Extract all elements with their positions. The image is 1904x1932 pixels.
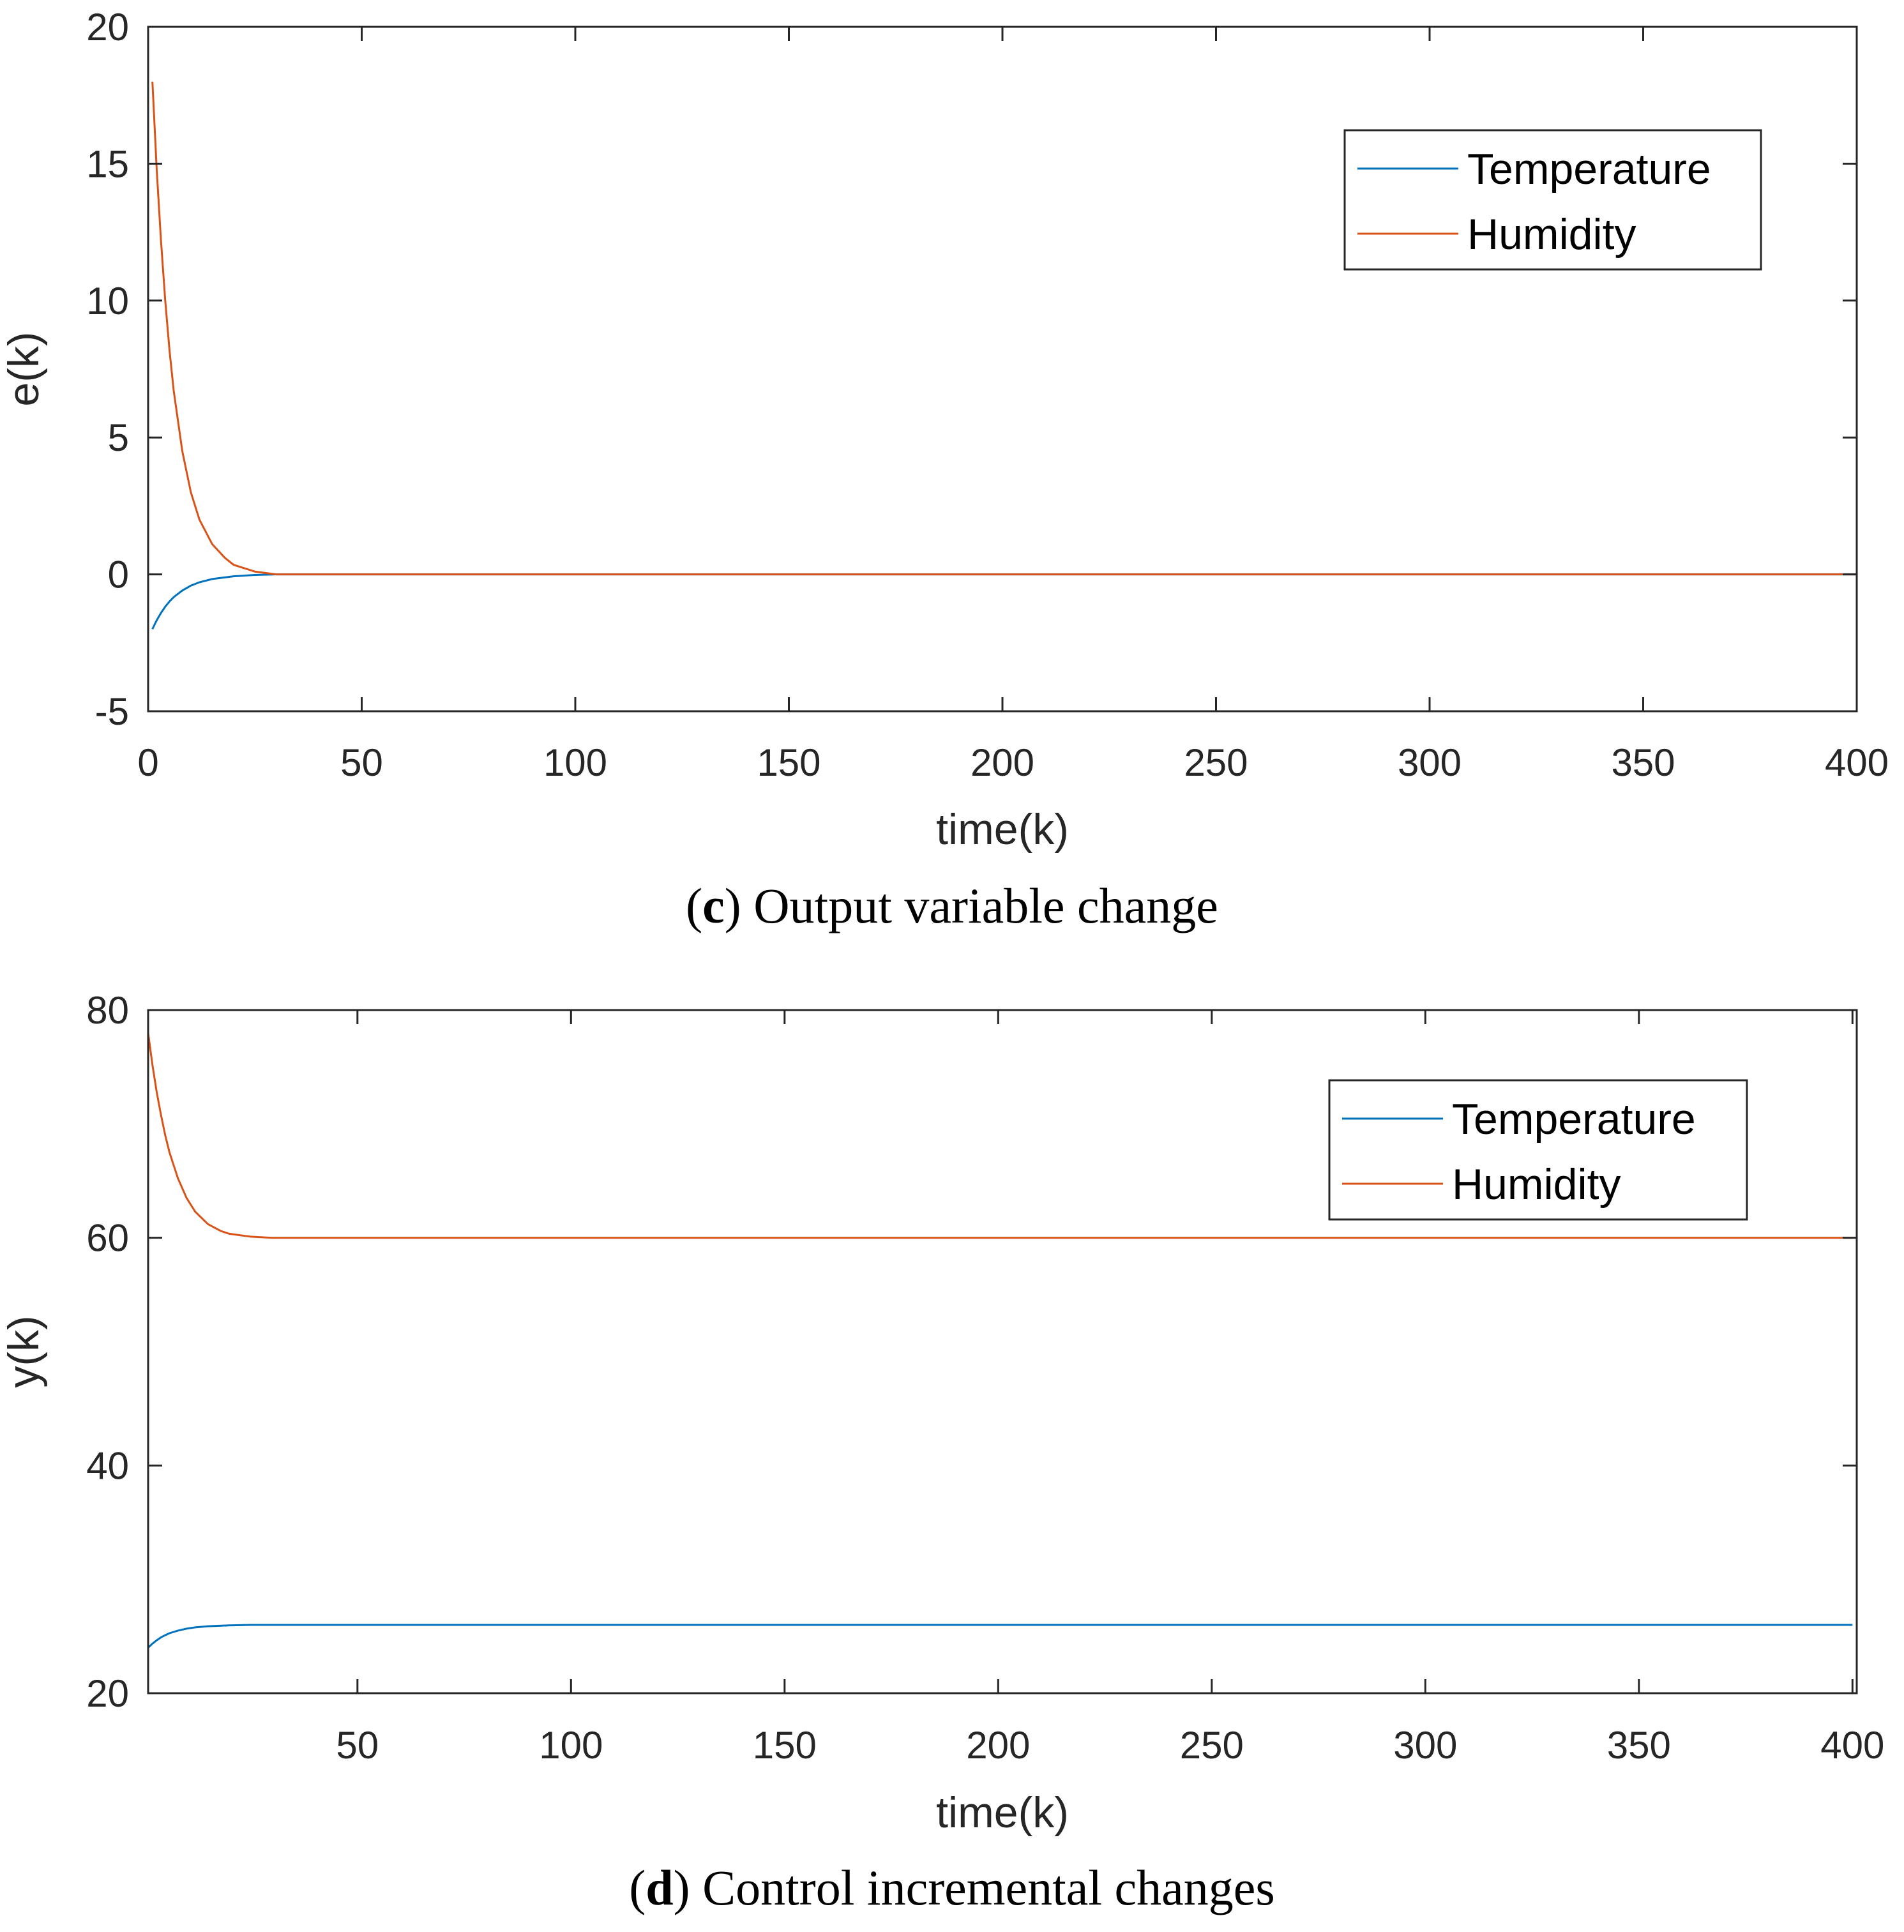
- legend-label-temperature: Temperature: [1467, 145, 1711, 193]
- y-tick-label: 40: [86, 1444, 129, 1487]
- legend: Temperature Humidity: [1328, 1079, 1748, 1221]
- plot-area: [148, 1032, 1853, 1649]
- x-tick-label: 50: [340, 741, 383, 784]
- series-line-temperature: [151, 573, 1857, 630]
- x-tick-label: 100: [539, 1724, 603, 1767]
- x-tick-label: 400: [1820, 1724, 1884, 1767]
- series-line-humidity: [151, 81, 1857, 576]
- legend-label-temperature: Temperature: [1452, 1095, 1696, 1143]
- x-tick-label: 250: [1180, 1724, 1244, 1767]
- y-tick-label: 15: [86, 142, 129, 185]
- x-tick-label: 100: [543, 741, 607, 784]
- y-tick-label: -5: [95, 690, 129, 733]
- y-tick-label: 0: [108, 554, 129, 596]
- x-tick-label: 300: [1398, 741, 1462, 784]
- y-tick-label: 80: [86, 989, 129, 1032]
- axes-box: [147, 1009, 1858, 1694]
- chart-control-incremental-changes: 50 100 150 200 250 300 350 400 20 40 60 80 time(k) y(…: [0, 989, 1884, 1837]
- caption-text: Output variable change: [753, 878, 1218, 933]
- caption-text: Control incremental changes: [702, 1860, 1275, 1915]
- x-axis-label: time(k): [936, 805, 1069, 854]
- x-tick-label: 400: [1825, 741, 1889, 784]
- legend-label-humidity: Humidity: [1452, 1160, 1621, 1209]
- y-tick-label: 20: [86, 6, 129, 49]
- y-tick-label: 20: [86, 1672, 129, 1715]
- series-line-humidity: [148, 1032, 1853, 1239]
- legend: Temperature Humidity: [1343, 129, 1762, 271]
- caption-letter: c: [702, 878, 725, 933]
- legend-label-humidity: Humidity: [1467, 210, 1636, 259]
- x-tick-label: 150: [753, 1724, 817, 1767]
- x-tick-label: 150: [757, 741, 820, 784]
- x-tick-label: 250: [1184, 741, 1248, 784]
- y-axis-label: y(k): [0, 1315, 48, 1387]
- caption-letter: d: [646, 1860, 674, 1915]
- x-tick-label: 200: [971, 741, 1034, 784]
- y-tick-label: 5: [108, 416, 129, 459]
- x-tick-label: 200: [966, 1724, 1030, 1767]
- plot-area: [151, 81, 1857, 630]
- y-tick-label: 60: [86, 1217, 129, 1260]
- x-tick-label: 350: [1607, 1724, 1671, 1767]
- y-tick-label: 10: [86, 280, 129, 322]
- series-line-temperature: [148, 1624, 1853, 1649]
- legend-box: [1328, 1079, 1748, 1221]
- caption-d: (d) Control incremental changes: [629, 1860, 1275, 1915]
- y-axis-label: e(k): [0, 331, 48, 406]
- chart-output-variable-change: 0 50 100 150 200 250 300 350 400-505101520time(k…: [0, 6, 1889, 854]
- x-tick-label: 50: [336, 1724, 379, 1767]
- x-axis-label: time(k): [936, 1788, 1069, 1837]
- caption-c: (c) Output variable change: [686, 878, 1218, 933]
- legend-box: [1343, 129, 1762, 271]
- x-tick-label: 0: [137, 741, 158, 784]
- x-tick-label: 350: [1611, 741, 1675, 784]
- x-tick-label: 300: [1393, 1724, 1457, 1767]
